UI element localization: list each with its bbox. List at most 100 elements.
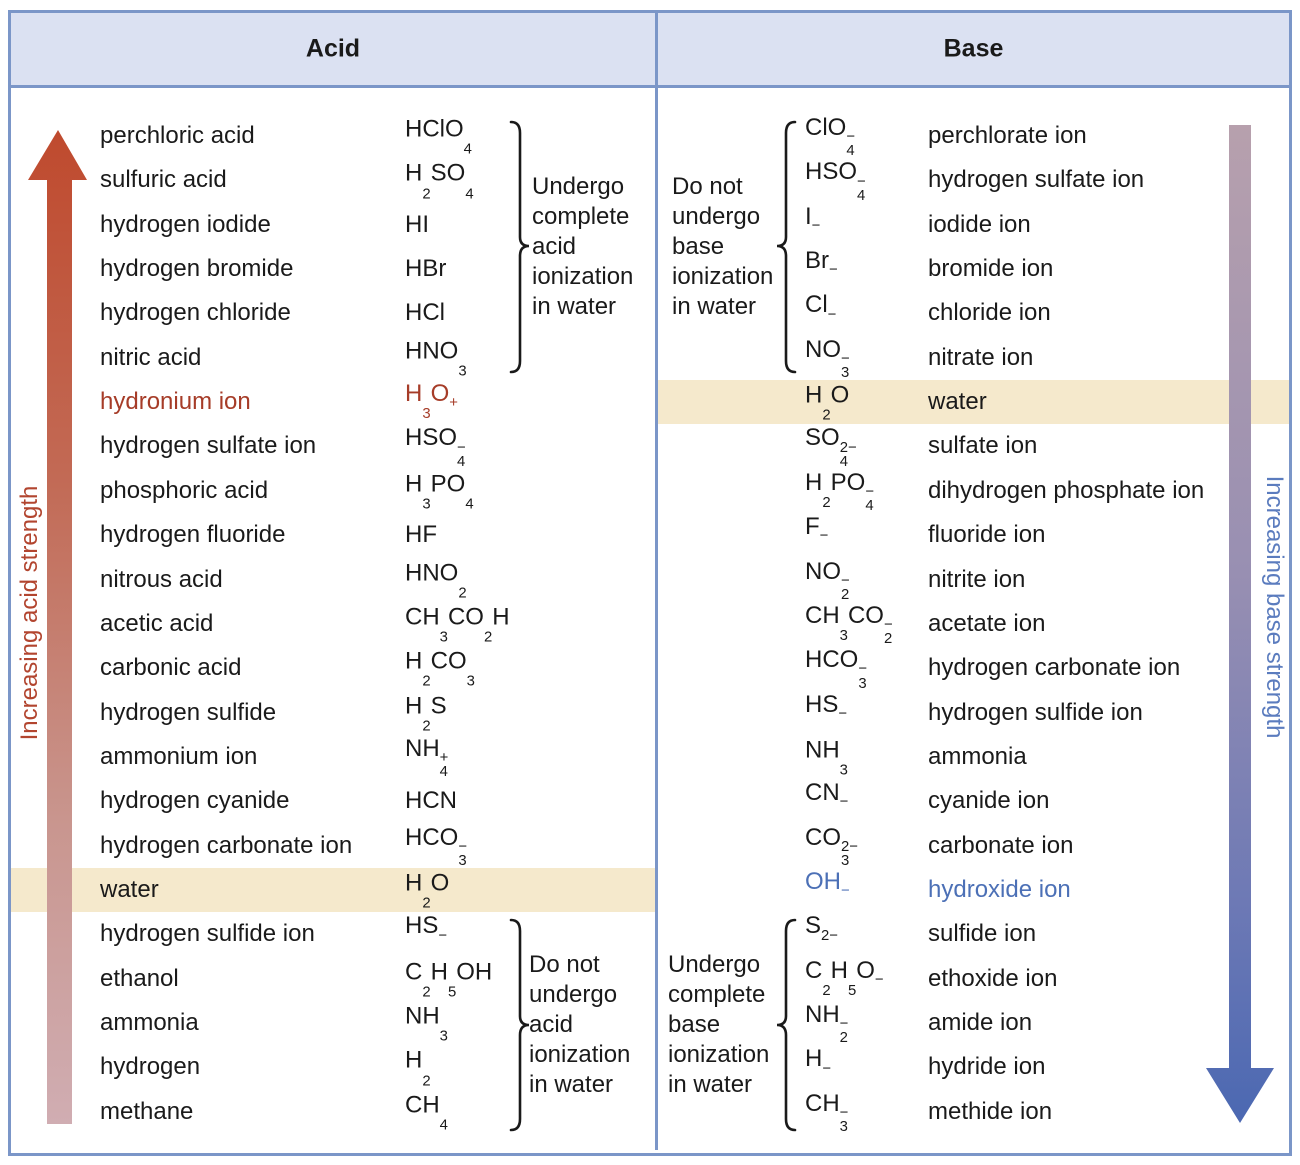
acid-row: ethanol C 2 H 5 OH	[11, 957, 655, 1001]
base-name: ammonia	[928, 742, 1027, 770]
acid-formula: NH 3	[405, 1002, 448, 1045]
base-row: HCO −3 hydrogen carbonate ion	[658, 645, 1289, 692]
acid-formula: HSO −4	[405, 424, 466, 470]
acid-name: sulfuric acid	[100, 166, 227, 194]
acid-row: methane CH 4	[11, 1090, 655, 1134]
base-row: CN − cyanide ion	[658, 779, 1289, 823]
base-name: chloride ion	[928, 299, 1051, 327]
base-name: fluoride ion	[928, 521, 1046, 549]
base-row: H 2 PO −4 dihydrogen phosphate ion	[658, 468, 1289, 514]
acid-row: phosphoric acid H 3 PO 4	[11, 469, 655, 513]
acid-name: hydrogen sulfide ion	[100, 920, 315, 948]
acid-rows-container: perchloric acid HClO 4 sulfuric acid H 2 SO 4 hy…	[11, 0, 655, 1165]
base-row: NH −2 amide ion	[658, 1001, 1289, 1046]
base-row: F − fluoride ion	[658, 513, 1289, 557]
base-formula: H 2 PO −4	[805, 468, 874, 514]
acid-name: hydrogen iodide	[100, 210, 271, 238]
acid-row: hydrogen fluoride HF	[11, 513, 655, 557]
acid-row: ammonium ion NH +4	[11, 735, 655, 780]
base-row: HS − hydrogen sulfide ion	[658, 690, 1289, 735]
base-formula: OH −	[805, 867, 850, 899]
base-formula: SO 2− 4	[805, 424, 857, 470]
base-row: OH − hydroxide ion	[658, 868, 1289, 912]
acid-formula: HNO 2	[405, 558, 467, 602]
base-name: hydride ion	[928, 1053, 1046, 1081]
acid-formula: C 2 H 5 OH	[405, 957, 493, 1001]
base-formula: HS −	[805, 690, 848, 722]
increasing-acid-strength-label: Increasing acid strength	[16, 485, 43, 741]
base-name: hydrogen sulfate ion	[928, 166, 1145, 194]
base-name: hydrogen sulfide ion	[928, 698, 1143, 726]
base-name: cyanide ion	[928, 787, 1050, 815]
acid-formula: H 2 SO 4	[405, 159, 474, 202]
acid-name: hydrogen sulfide	[100, 698, 277, 726]
acid-formula: HCN	[405, 787, 457, 815]
base-row: CO 2− 3 carbonate ion	[658, 823, 1289, 868]
base-row: H − hydride ion	[658, 1045, 1289, 1089]
acid-formula: HI	[405, 210, 429, 238]
base-formula: NH 3	[805, 736, 848, 779]
base-formula: H −	[805, 1045, 832, 1077]
acid-formula: H 3 PO 4	[405, 470, 474, 513]
acid-row: acetic acid CH 3 CO 2 H	[11, 602, 655, 646]
base-row: NO −2 nitrite ion	[658, 557, 1289, 603]
acid-formula: HCl	[405, 299, 445, 327]
base-formula: CN −	[805, 779, 849, 811]
base-row: I − iodide ion	[658, 202, 1289, 247]
acid-name: acetic acid	[100, 609, 214, 637]
base-name: water	[928, 388, 987, 416]
acid-name: ammonia	[100, 1009, 199, 1036]
base-name: dihydrogen phosphate ion	[928, 476, 1205, 504]
base-formula: Br −	[805, 246, 838, 279]
acid-formula: HF	[405, 521, 437, 549]
base-row: HSO −4 hydrogen sulfate ion	[658, 158, 1289, 203]
base-row: S 2− sulfide ion	[658, 912, 1289, 956]
column-divider	[655, 13, 658, 1150]
acid-name: hydrogen chloride	[100, 299, 291, 327]
base-row: Br − bromide ion	[658, 247, 1289, 291]
acid-no-ionization-note: Do not undergo acid ionization in water	[529, 951, 631, 1098]
base-formula: ClO −4	[805, 113, 856, 160]
acid-row: hydrogen sulfate ion HSO −4	[11, 424, 655, 470]
acid-row: sulfuric acid H 2 SO 4	[11, 158, 655, 202]
acid-row: hydrogen iodide HI	[11, 203, 655, 247]
base-formula: Cl −	[805, 291, 837, 323]
base-row: ClO −4 perchlorate ion	[658, 113, 1289, 160]
table-header: Acid Base	[11, 13, 1289, 88]
base-name: bromide ion	[928, 255, 1054, 283]
acid-name: hydrogen carbonate ion	[100, 831, 353, 859]
base-formula: F −	[805, 512, 829, 545]
acid-row: hydrogen H 2	[11, 1045, 655, 1089]
acid-formula: HCO −3	[405, 823, 468, 869]
acid-name: ethanol	[100, 964, 179, 992]
base-formula: NO −2	[805, 557, 850, 603]
acid-row: nitrous acid HNO 2	[11, 558, 655, 602]
base-row: C 2 H 5 O − ethoxide ion	[658, 956, 1289, 1001]
acid-name: hydrogen cyanide	[100, 787, 290, 815]
acid-name: nitrous acid	[100, 565, 223, 593]
base-name: amide ion	[928, 1009, 1033, 1036]
acid-name: hydronium ion	[100, 388, 251, 416]
base-name: acetate ion	[928, 609, 1046, 637]
acid-name: hydrogen	[100, 1053, 201, 1081]
base-row: CH −3 methide ion	[658, 1089, 1289, 1134]
acid-row: ammonia NH 3	[11, 1001, 655, 1045]
acid-row: hydrogen cyanide HCN	[11, 779, 655, 823]
base-formula: CH 3 CO −2	[805, 601, 893, 647]
table-frame	[8, 10, 1292, 1156]
acid-row: hydrogen sulfide ion HS −	[11, 912, 655, 956]
base-name: iodide ion	[928, 210, 1031, 238]
base-row: CH 3 CO −2 acetate ion	[658, 601, 1289, 647]
base-name: hydroxide ion	[928, 875, 1071, 903]
base-name: sulfide ion	[928, 920, 1037, 948]
base-name: methide ion	[928, 1097, 1053, 1125]
acid-formula: HS −	[405, 912, 448, 944]
acid-row: water H 2 O	[11, 867, 655, 912]
acid-name: methane	[100, 1097, 194, 1125]
acid-name: phosphoric acid	[100, 476, 269, 504]
base-name: hydrogen carbonate ion	[928, 654, 1181, 682]
base-formula: HCO −3	[805, 645, 868, 692]
acid-name: nitric acid	[100, 343, 202, 371]
